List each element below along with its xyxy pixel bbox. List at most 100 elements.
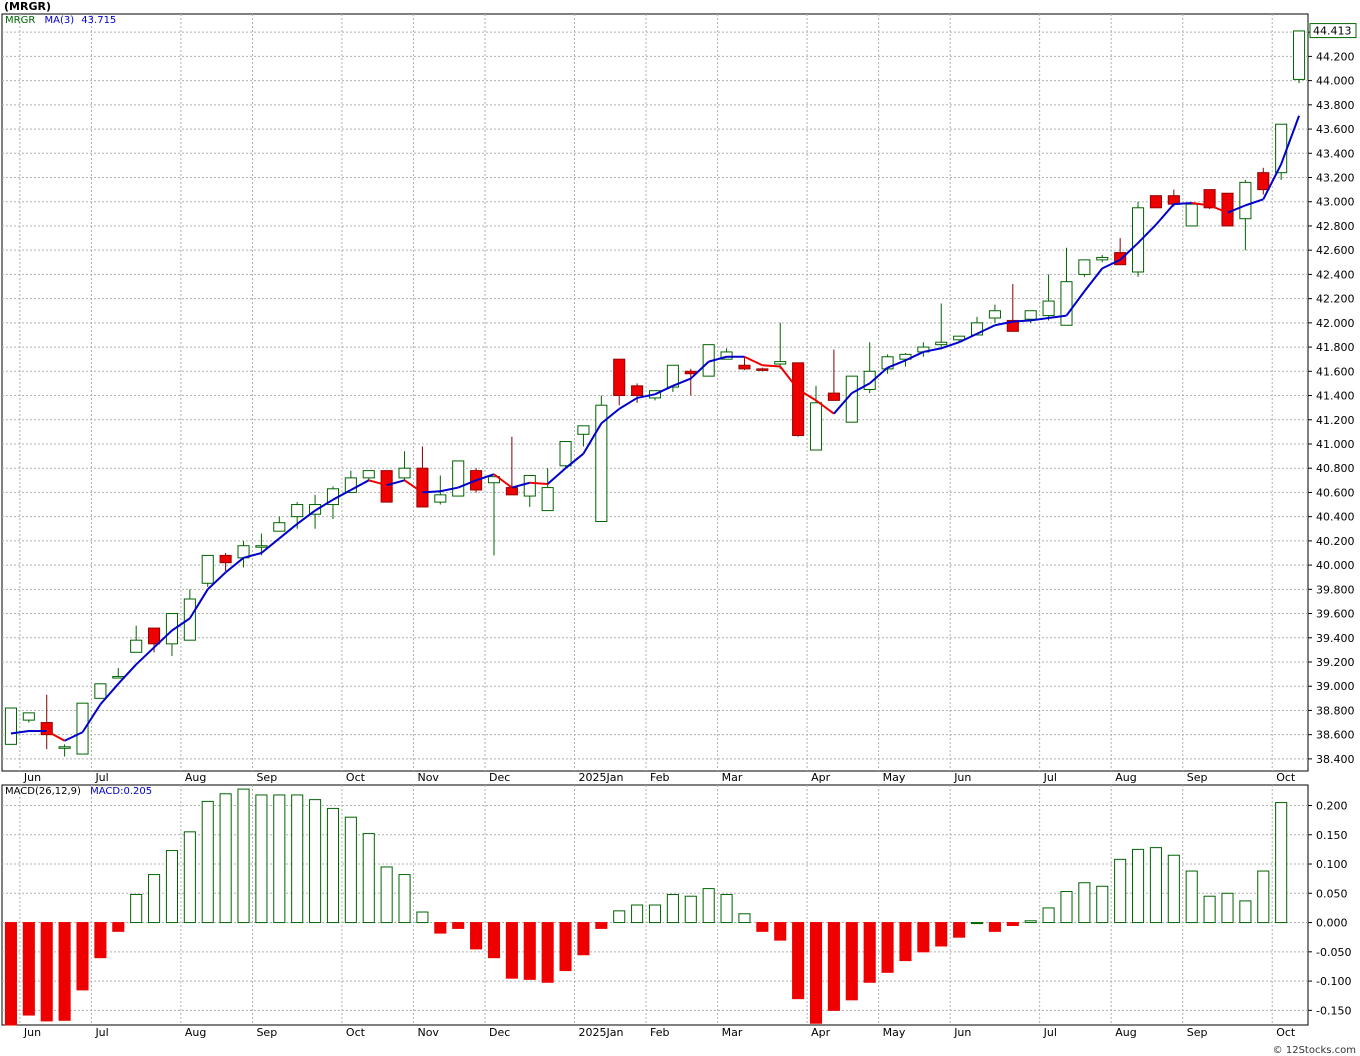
candle-body [1078,259,1091,275]
macd-bar [613,910,626,924]
ma-segment [64,731,83,742]
candle-body [201,554,214,584]
macd-bar [1257,870,1270,924]
candle-body [183,598,196,641]
macd-legend: MACD(26,12,9) MACD:0.205 [5,786,152,797]
ma-segment [1280,115,1300,165]
macd-tick-label: -0.050 [1316,946,1351,959]
macd-bar [4,922,17,1026]
ma-segment [1245,198,1264,207]
candle-body [1131,207,1145,273]
ma-segment [153,629,173,649]
price-x-tick-label: Sep [256,771,277,784]
ma-segment [600,408,620,425]
macd-tick-label: -0.150 [1316,1004,1351,1017]
macd-bar [487,922,501,959]
candle-body [631,385,644,397]
macd-x-tick-label: Aug [185,1026,206,1039]
macd-bar [76,922,89,991]
price-tick-label: 44.200 [1316,50,1355,63]
candle-body [273,522,286,532]
ma-segment [1119,242,1139,261]
macd-x-tick-label: Aug [1115,1026,1136,1039]
ma-segment [1012,319,1031,323]
candle-body [1167,195,1180,205]
macd-bar [1275,802,1288,924]
macd-bar [792,922,805,1000]
macd-bar [1167,854,1180,924]
price-tick-label: 39.600 [1316,608,1355,621]
ma-segment [958,332,978,344]
macd-bar [899,922,912,962]
macd-bar [1149,847,1162,924]
candle-body [1221,192,1234,227]
macd-bar [1203,895,1216,924]
macd-bar [344,816,357,924]
ma-segment [457,479,477,489]
ma-segment [1065,290,1086,317]
legend-ma-value: 43.715 [81,15,117,26]
candle-body [935,341,948,346]
candle-body [559,441,572,467]
macd-bar [94,922,107,959]
candle-body [1293,30,1306,80]
macd-x-tick-label: Feb [650,1026,669,1039]
ma-segment [887,359,906,369]
macd-tick-label: 0.100 [1316,858,1348,871]
ma-segment [511,481,531,489]
ma-segment [690,360,710,380]
macd-bar [40,922,53,1022]
price-x-tick-label: May [883,771,906,784]
ma-segment [744,355,763,367]
macd-tick-label: -0.100 [1316,975,1351,988]
candle-body [613,358,626,397]
price-x-tick-label: Apr [811,771,831,784]
macd-bar [1024,920,1037,924]
macd-bar [470,922,483,950]
candle-body [434,494,447,503]
macd-bar [1239,900,1252,924]
price-tick-label: 43.000 [1316,196,1355,209]
ma-segment [278,523,298,540]
macd-bar [953,922,966,938]
price-tick-label: 41.400 [1316,390,1355,403]
macd-bar [756,922,769,932]
ma-segment [833,392,853,415]
macd-x-tick-label: Nov [417,1026,439,1039]
ma-segment [1209,204,1228,214]
macd-bar [881,922,894,973]
ma-segment [654,384,674,396]
macd-bar [255,794,268,924]
ma-segment [475,473,495,482]
macd-tick-label: 0.150 [1316,829,1348,842]
candle-body [720,351,733,360]
price-x-tick-label: Oct [1276,771,1296,784]
candle-body [291,504,304,518]
price-tick-label: 38.800 [1316,704,1355,717]
macd-bar [452,922,465,929]
candle-body [1060,281,1073,326]
price-x-tick-label: Feb [650,771,669,784]
candle-body [1149,195,1162,209]
last-price-label: 44.413 [1313,25,1352,38]
ma-segment [10,730,29,735]
macd-tick-label: 0.200 [1316,799,1348,812]
ma-segment [529,481,548,485]
candle-body [255,545,268,548]
macd-bar [416,911,429,924]
macd-x-tick-label: Oct [1276,1026,1296,1039]
price-tick-label: 43.600 [1316,123,1355,136]
price-tick-label: 40.600 [1316,486,1355,499]
candle-body [845,375,858,423]
macd-bar [130,893,143,924]
macd-bar [595,922,608,929]
candle-body [595,404,608,522]
price-tick-label: 40.800 [1316,462,1355,475]
ma-segment [440,486,459,493]
price-tick-label: 44.000 [1316,75,1355,88]
price-tick-label: 41.200 [1316,414,1355,427]
ma-segment [422,490,441,494]
legend-symbol: MRGR [5,15,36,26]
price-x-tick-label: Jul [94,771,108,784]
macd-bar [827,922,840,1011]
